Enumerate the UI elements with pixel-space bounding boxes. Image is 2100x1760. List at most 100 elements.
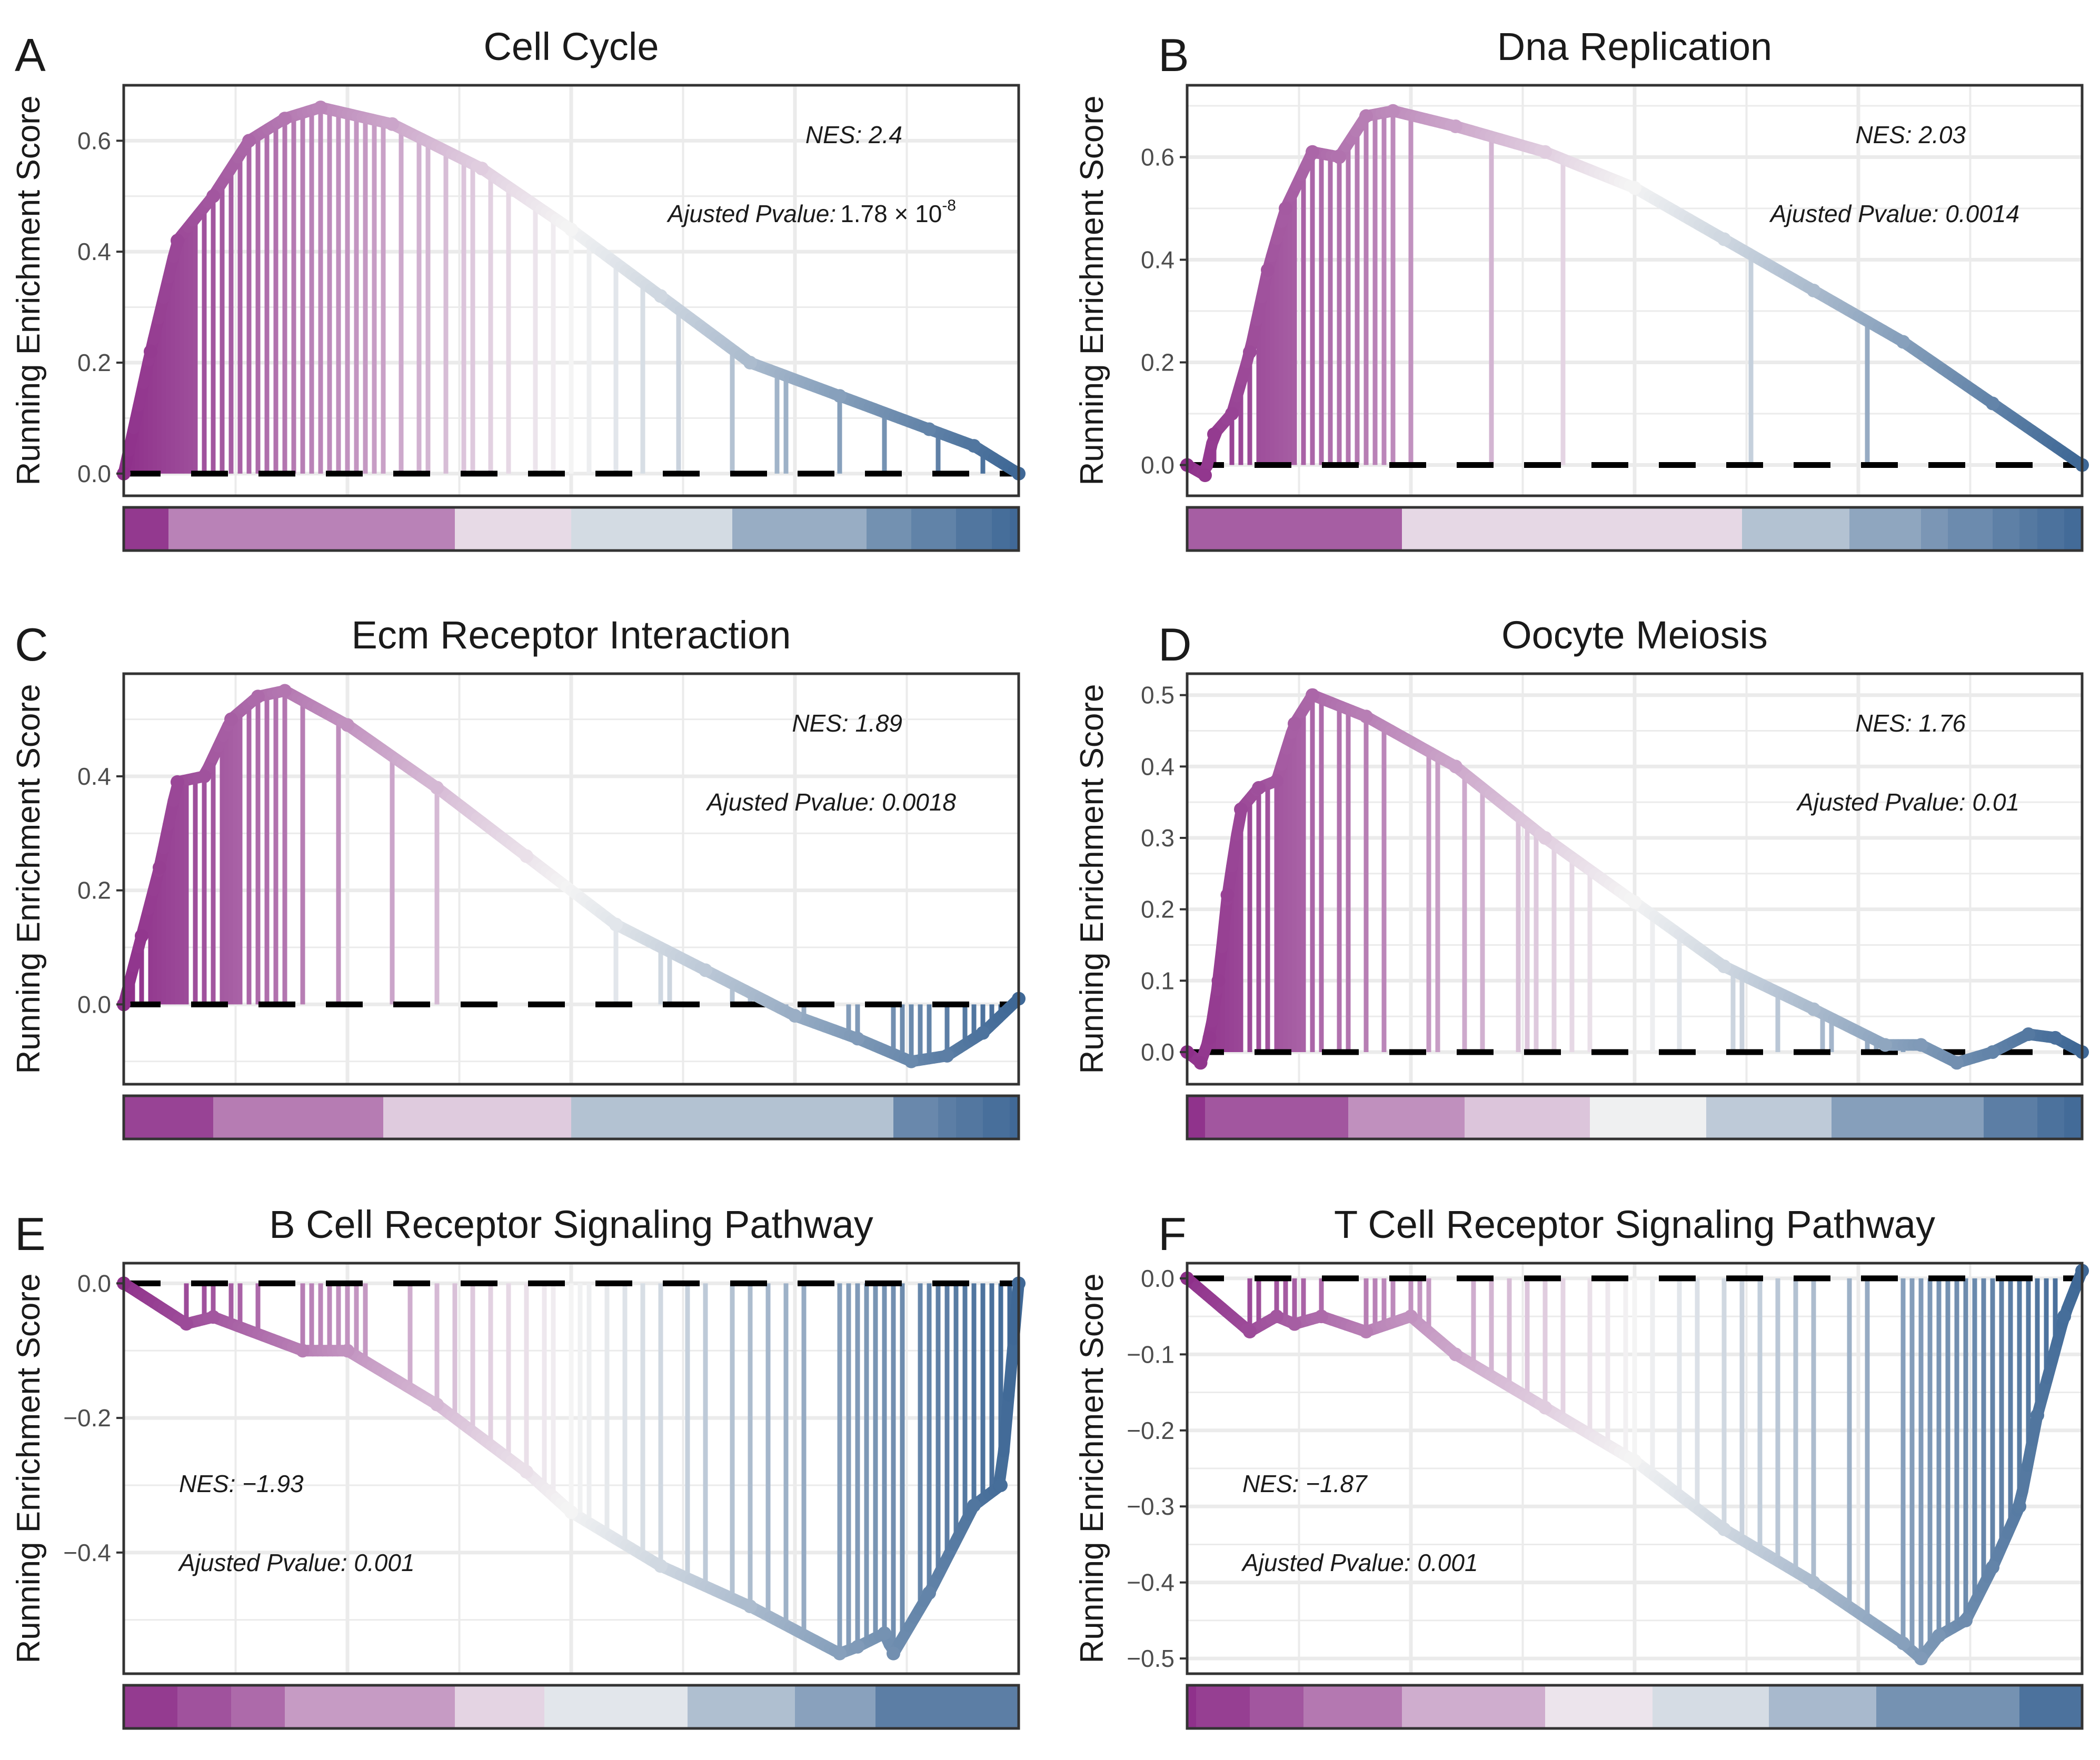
rank-segment (177, 1685, 232, 1728)
rank-segment (1849, 507, 1922, 551)
score-point (475, 162, 489, 176)
pvalue-annotation: Ajusted Pvalue: 0.001 (177, 1549, 415, 1576)
y-axis-label: Running Enrichment Score (1074, 684, 1110, 1074)
score-point (1306, 145, 1319, 159)
rank-segment (1348, 1096, 1465, 1139)
rank-segment (867, 507, 912, 551)
y-tick-label: −0.2 (63, 1404, 111, 1432)
score-point (2022, 1027, 2035, 1042)
panel-title: Dna Replication (1497, 25, 1772, 68)
gsea-panel-d: D Oocyte Meiosis 0.0 0.1 0.2 0.3 0.4 0.5 Running… (1074, 613, 2089, 1141)
score-point (994, 1478, 1008, 1492)
panel-title: Oocyte Meiosis (1501, 613, 1768, 657)
score-point (922, 1586, 936, 1600)
y-tick-label: 0.4 (77, 763, 111, 790)
score-point (1449, 1347, 1462, 1362)
score-point (1896, 1636, 1910, 1651)
rank-segment (124, 507, 169, 551)
score-point (851, 1639, 864, 1654)
pvalue-annotation: Ajusted Pvalue: 0.0018 (705, 788, 957, 816)
nes-annotation: NES: 1.89 (792, 709, 902, 737)
rank-segment (1187, 1096, 1206, 1139)
score-point (341, 718, 354, 732)
y-tick-label: −0.2 (1127, 1417, 1175, 1444)
score-point (1207, 427, 1221, 441)
panel-title: B Cell Receptor Signaling Pathway (269, 1203, 873, 1246)
score-point (171, 234, 184, 248)
rank-segment (1010, 1096, 1019, 1139)
rank-bar-frame (122, 1094, 1020, 1141)
score-point (564, 223, 578, 237)
y-axis-label: Running Enrichment Score (1074, 96, 1110, 486)
y-tick-label: 0.0 (77, 460, 111, 487)
rank-segment (2064, 1096, 2083, 1139)
score-point (1243, 345, 1257, 359)
rank-segment (455, 507, 572, 551)
panel-letter: C (15, 618, 48, 671)
panel-title: Ecm Receptor Interaction (352, 613, 791, 657)
rank-segment (1205, 1096, 1349, 1139)
score-point (1288, 1317, 1301, 1331)
rank-segment (983, 1096, 1010, 1139)
y-axis-label: Running Enrichment Score (11, 96, 47, 486)
rank-segment (893, 1096, 939, 1139)
rank-segment (1769, 1685, 1877, 1728)
nes-annotation: NES: 2.03 (1855, 121, 1966, 148)
panel-letter: D (1158, 618, 1192, 671)
score-point (144, 344, 157, 358)
rank-segment (956, 507, 992, 551)
gsea-panel-e: E B Cell Receptor Signaling Pathway 0.0 −0.… (11, 1203, 1026, 1730)
score-point (135, 929, 148, 943)
score-point (1234, 802, 1248, 816)
y-tick-label: −0.4 (1127, 1569, 1175, 1596)
panel-letter: F (1158, 1208, 1187, 1260)
score-point (833, 389, 847, 403)
rank-segment (1187, 1685, 1197, 1728)
score-point (1449, 119, 1462, 133)
score-point (967, 1498, 981, 1513)
y-axis-label: Running Enrichment Score (11, 1274, 47, 1664)
score-point (1359, 109, 1373, 123)
score-point (1628, 895, 1641, 909)
plot-frame (1186, 84, 2084, 497)
rank-segment (992, 507, 1010, 551)
gsea-panel-b: B Dna Replication 0.0 0.2 0.4 0.6 Running Enri… (1074, 25, 2089, 552)
score-point (1914, 1652, 1928, 1666)
score-point (171, 775, 184, 789)
panel-letter: B (1158, 29, 1189, 81)
y-tick-label: 0.0 (77, 1269, 111, 1297)
score-point (341, 1344, 354, 1358)
score-point (1261, 263, 1275, 277)
rank-segment (383, 1096, 572, 1139)
score-point (976, 1026, 990, 1040)
y-tick-label: 0.2 (1141, 349, 1175, 376)
score-point (1332, 150, 1346, 164)
rank-segment (1921, 507, 1948, 551)
score-point (1193, 1056, 1208, 1070)
rank-segment (124, 1685, 178, 1728)
score-point (1270, 774, 1283, 788)
rank-segment (231, 1685, 285, 1728)
rank-segment (1876, 1685, 2020, 1728)
score-point (788, 1009, 802, 1023)
score-point (224, 712, 238, 726)
y-tick-label: 0.4 (1141, 246, 1175, 274)
score-point (1279, 202, 1292, 215)
score-point (922, 422, 936, 436)
score-point (654, 1559, 668, 1573)
nes-annotation: NES: −1.93 (179, 1470, 304, 1497)
rank-segment (911, 507, 957, 551)
score-point (878, 1626, 891, 1641)
pvalue-annotation: Ajusted Pvalue: 0.0014 (1769, 200, 2019, 227)
nes-annotation: NES: 2.4 (805, 121, 902, 148)
score-point (1986, 396, 1999, 411)
rank-segment (1010, 507, 1019, 551)
y-tick-label: 0.0 (1141, 1038, 1175, 1066)
score-point (430, 781, 444, 795)
score-point (1807, 284, 1820, 297)
rank-segment (732, 507, 867, 551)
rank-bar-frame (1186, 1684, 2084, 1730)
rank-segment (1250, 1685, 1304, 1728)
y-axis-label: Running Enrichment Score (1074, 1274, 1110, 1664)
